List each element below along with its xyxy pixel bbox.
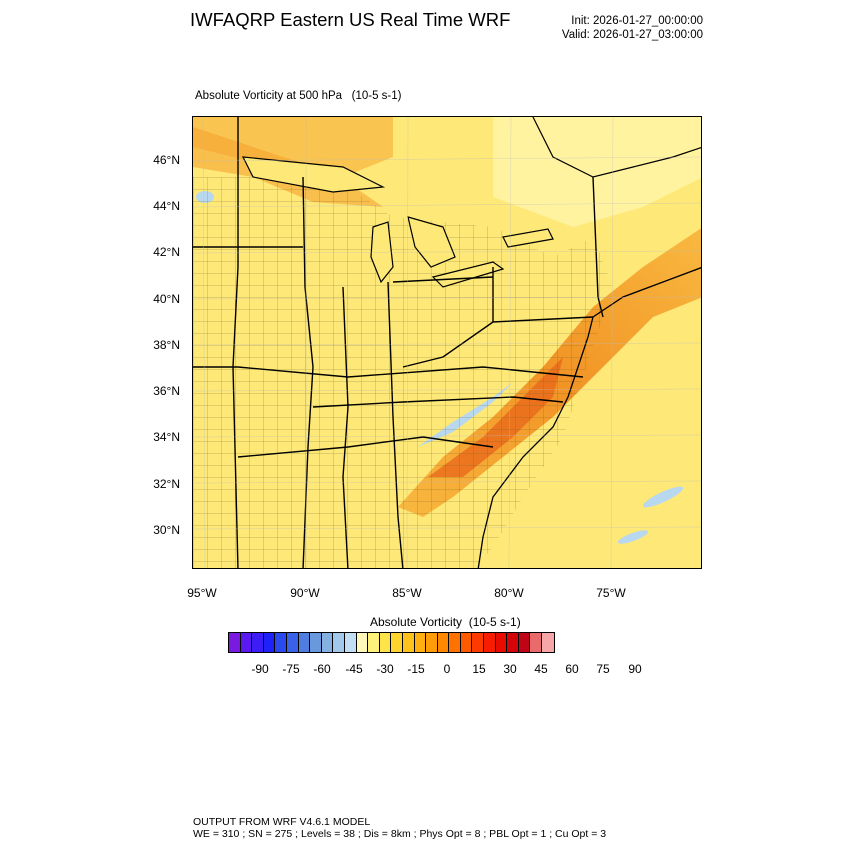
colorbar-tick-label: 15 <box>472 662 486 676</box>
colorbar-tick-label: -60 <box>313 662 331 676</box>
field-blue-patch-ocean <box>642 486 684 508</box>
colorbar-cell <box>229 633 241 652</box>
colorbar-cell <box>379 633 392 652</box>
field-orange-north <box>193 117 393 177</box>
lon-label: 80°W <box>494 586 524 600</box>
colorbar-cell <box>495 633 508 652</box>
colorbar-tick-label: 0 <box>443 662 451 676</box>
colorbar-cell <box>344 633 357 652</box>
colorbar-tick-label: 45 <box>534 662 548 676</box>
colorbar-cell <box>286 633 299 652</box>
colorbar-tick-label: 75 <box>596 662 610 676</box>
lat-label: 32°N <box>153 477 180 491</box>
lat-label: 42°N <box>153 245 180 259</box>
map-canvas <box>193 117 701 568</box>
footer-line-model: OUTPUT FROM WRF V4.6.1 MODEL <box>193 816 371 828</box>
colorbar-tick-label: 90 <box>628 662 642 676</box>
colorbar-cell <box>518 633 531 652</box>
colorbar-tick-label: -45 <box>345 662 363 676</box>
colorbar-cell <box>263 633 276 652</box>
colorbar-cell <box>391 633 403 652</box>
graticule <box>193 117 701 568</box>
colorbar-cell <box>460 633 473 652</box>
colorbar-cell <box>542 633 554 652</box>
lat-label: 38°N <box>153 338 180 352</box>
lat-label: 34°N <box>153 430 180 444</box>
init-time: Init: 2026-01-27_00:00:00 <box>571 15 703 27</box>
lat-label: 36°N <box>153 384 180 398</box>
colorbar-cell <box>484 633 496 652</box>
colorbar-tick-label: -75 <box>282 662 300 676</box>
atlantic-coastline <box>477 267 701 568</box>
colorbar-cell <box>275 633 287 652</box>
colorbar-cell <box>426 633 438 652</box>
lake-superior <box>241 156 386 193</box>
colorbar-cell <box>402 633 415 652</box>
colorbar-cell <box>449 633 461 652</box>
footer-line-config: WE = 310 ; SN = 275 ; Levels = 38 ; Dis … <box>193 828 607 840</box>
field-light-region <box>493 117 701 227</box>
colorbar-cell <box>437 633 450 652</box>
lon-label: 90°W <box>290 586 320 600</box>
page-title: IWFAQRP Eastern US Real Time WRF <box>190 9 511 30</box>
colorbar-cell <box>333 633 345 652</box>
state-boundaries <box>193 117 604 568</box>
lon-label: 85°W <box>392 586 422 600</box>
vorticity-map <box>192 116 702 569</box>
colorbar <box>228 632 555 653</box>
colorbar-cell <box>472 633 485 652</box>
time-info: Init: 2026-01-27_00:00:00 Valid: 2026-01… <box>562 14 703 42</box>
colorbar-cell <box>356 633 369 652</box>
valid-time: Valid: 2026-01-27_03:00:00 <box>561 29 703 41</box>
map-subtitle: Absolute Vorticity at 500 hPa (10-5 s-1) <box>195 90 402 102</box>
colorbar-cell <box>240 633 253 652</box>
model-footer: OUTPUT FROM WRF V4.6.1 MODEL WE = 310 ; … <box>193 816 606 840</box>
colorbar-cell <box>298 633 311 652</box>
colorbar-cell <box>252 633 264 652</box>
colorbar-tick-label: -15 <box>407 662 425 676</box>
lake-michigan <box>370 221 394 284</box>
lat-label: 30°N <box>153 523 180 537</box>
colorbar-tick-label: -30 <box>376 662 394 676</box>
colorbar-cell <box>321 633 334 652</box>
colorbar-cell <box>530 633 543 652</box>
lat-label: 44°N <box>153 199 180 213</box>
lake-ontario <box>502 228 554 248</box>
lon-label: 75°W <box>596 586 626 600</box>
colorbar-tick-label: 60 <box>565 662 579 676</box>
colorbar-tick-label: -90 <box>251 662 269 676</box>
colorbar-tick-label: 30 <box>503 662 517 676</box>
field-blue-patch-ocean-2 <box>617 530 649 544</box>
lake-erie <box>431 261 505 288</box>
lake-huron <box>407 216 456 268</box>
colorbar-title: Absolute Vorticity (10-5 s-1) <box>370 615 521 629</box>
colorbar-cell <box>310 633 322 652</box>
colorbar-cell <box>414 633 427 652</box>
lat-label: 40°N <box>153 292 180 306</box>
colorbar-cell <box>368 633 380 652</box>
lat-label: 46°N <box>153 153 180 167</box>
colorbar-cell <box>507 633 519 652</box>
lon-label: 95°W <box>187 586 217 600</box>
